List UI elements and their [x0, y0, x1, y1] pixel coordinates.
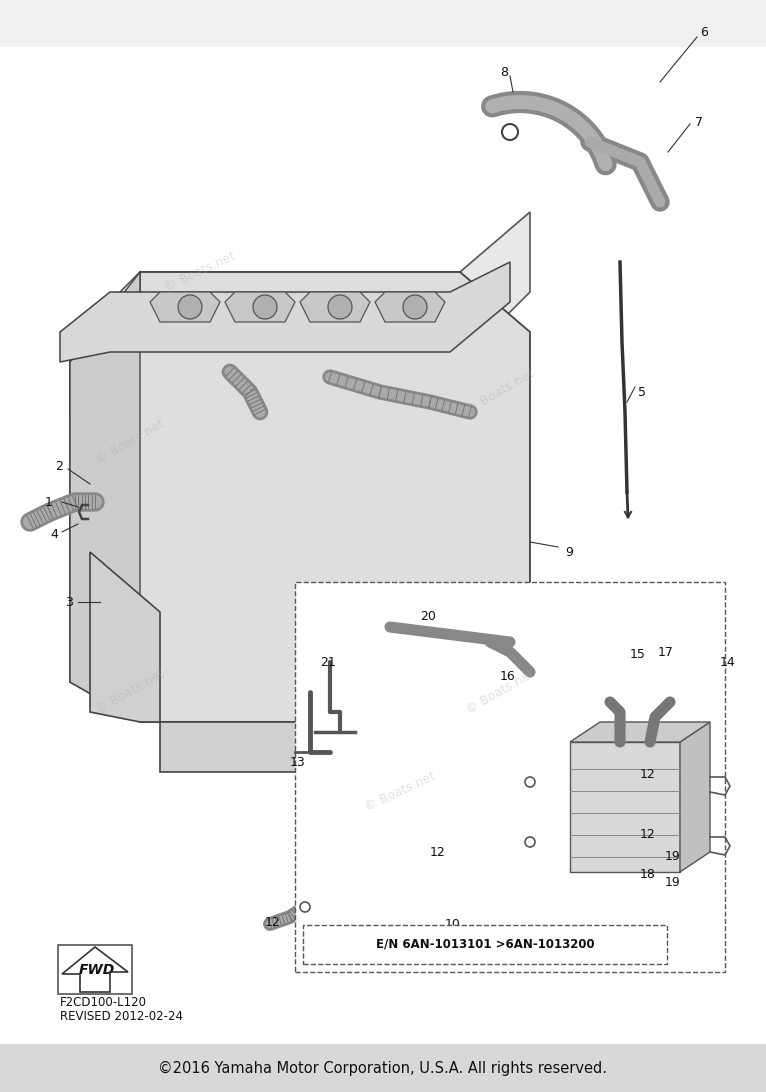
Text: 8: 8	[500, 66, 508, 79]
Text: 19: 19	[665, 851, 681, 864]
Text: © Boats.net: © Boats.net	[93, 417, 166, 466]
Polygon shape	[150, 292, 220, 322]
Text: 19: 19	[665, 876, 681, 889]
Text: 18: 18	[640, 867, 656, 880]
Text: 13: 13	[290, 756, 306, 769]
Polygon shape	[300, 292, 370, 322]
FancyBboxPatch shape	[303, 925, 667, 964]
Text: © Boats.net: © Boats.net	[463, 667, 536, 716]
Text: 12: 12	[430, 845, 446, 858]
Polygon shape	[225, 292, 295, 322]
Text: 6: 6	[700, 25, 708, 38]
Text: E/N 6AN-1013101 >6AN-1013200: E/N 6AN-1013101 >6AN-1013200	[375, 938, 594, 950]
Text: 21: 21	[320, 655, 336, 668]
Text: 16: 16	[500, 670, 516, 684]
FancyBboxPatch shape	[58, 945, 132, 994]
Text: © Boats.net: © Boats.net	[93, 667, 166, 716]
Circle shape	[178, 295, 202, 319]
Text: REVISED 2012-02-24: REVISED 2012-02-24	[60, 1010, 183, 1023]
Text: 15: 15	[630, 648, 646, 661]
Polygon shape	[375, 292, 445, 322]
Text: 9: 9	[565, 546, 573, 558]
Polygon shape	[570, 722, 710, 741]
Text: 12: 12	[265, 915, 281, 928]
Text: 12: 12	[640, 828, 656, 841]
Text: 1: 1	[45, 496, 53, 509]
Text: © Boats.net: © Boats.net	[162, 250, 237, 294]
Circle shape	[328, 295, 352, 319]
Text: 4: 4	[50, 527, 58, 541]
Text: ©2016 Yamaha Motor Corporation, U.S.A. All rights reserved.: ©2016 Yamaha Motor Corporation, U.S.A. A…	[159, 1060, 607, 1076]
Text: © Boats.net: © Boats.net	[362, 770, 437, 814]
Polygon shape	[70, 212, 530, 412]
Text: F2CD100-L120: F2CD100-L120	[60, 996, 147, 1009]
Text: 10: 10	[445, 918, 461, 931]
Text: © Boats.net: © Boats.net	[463, 367, 536, 417]
Text: 7: 7	[695, 116, 703, 129]
Text: 17: 17	[658, 645, 674, 658]
Polygon shape	[60, 262, 510, 363]
Bar	[0, 1044, 766, 1092]
Polygon shape	[680, 722, 710, 873]
Text: FWD: FWD	[79, 963, 115, 977]
Polygon shape	[90, 551, 530, 772]
Polygon shape	[70, 272, 140, 722]
Text: 14: 14	[720, 655, 736, 668]
Text: 3: 3	[65, 595, 73, 608]
Bar	[295, 582, 725, 972]
Polygon shape	[70, 272, 530, 722]
Circle shape	[253, 295, 277, 319]
Text: 11: 11	[380, 938, 396, 950]
Text: 20: 20	[420, 610, 436, 624]
Text: 5: 5	[638, 385, 646, 399]
Text: 12: 12	[640, 768, 656, 781]
Bar	[570, 741, 680, 873]
Text: 2: 2	[55, 461, 63, 474]
Circle shape	[403, 295, 427, 319]
